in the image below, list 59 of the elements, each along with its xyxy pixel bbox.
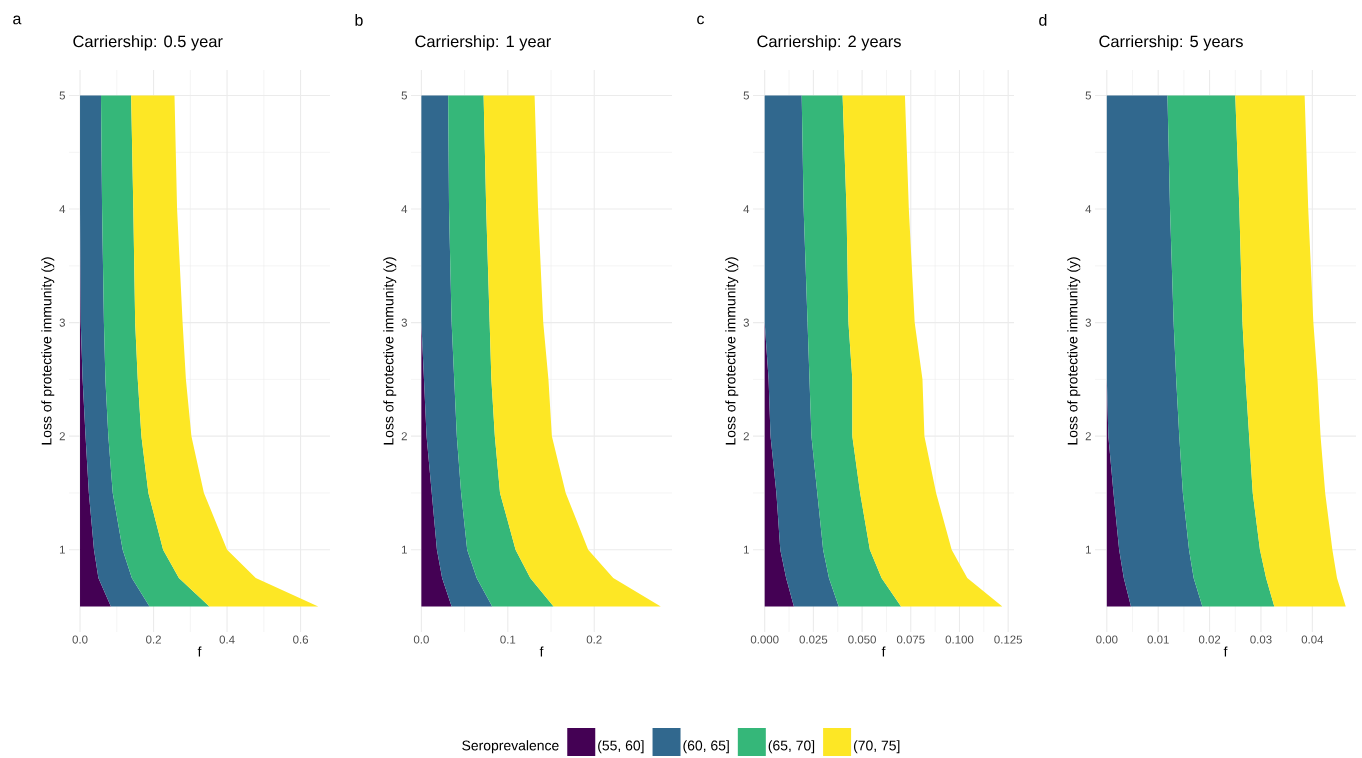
y-tick-label: 3 bbox=[1085, 318, 1091, 327]
x-axis-title: f bbox=[539, 646, 544, 657]
x-tick-label: 0.050 bbox=[848, 635, 876, 644]
text: b bbox=[355, 14, 363, 26]
y-tick-label: 5 bbox=[743, 91, 750, 100]
x-tick-label: 0.0 bbox=[413, 635, 429, 644]
y-tick-label: 4 bbox=[59, 205, 66, 214]
x-tick-label: 0.03 bbox=[1250, 635, 1272, 644]
x-tick-label: 0.01 bbox=[1147, 635, 1169, 644]
x-tick-label: 0.2 bbox=[586, 635, 602, 644]
y-tick-label: 2 bbox=[59, 432, 65, 441]
x-axis-title: f bbox=[197, 646, 202, 657]
y-tick-label: 2 bbox=[1085, 432, 1091, 441]
x-tick-label: 0.6 bbox=[293, 635, 309, 644]
chart-title: Carriership: 5 years bbox=[1099, 35, 1243, 51]
y-axis-title: Loss of protective immunity (y) bbox=[725, 257, 739, 445]
x-tick-label: 0.1 bbox=[500, 635, 516, 644]
y-tick-label: 2 bbox=[401, 432, 407, 441]
y-tick-label: 3 bbox=[59, 318, 65, 327]
y-tick-label: 5 bbox=[401, 91, 407, 100]
x-axis-title: f bbox=[881, 646, 886, 657]
y-tick-label: 1 bbox=[401, 545, 407, 554]
x-axis-title: f bbox=[1223, 646, 1228, 657]
y-tick-label: 4 bbox=[743, 205, 750, 214]
x-tick-label: 0.125 bbox=[994, 635, 1023, 644]
text: d bbox=[1039, 14, 1047, 26]
y-tick-label: 1 bbox=[59, 545, 65, 554]
text: a bbox=[13, 15, 22, 25]
x-tick-label: 0.075 bbox=[896, 635, 925, 644]
x-tick-label: 0.4 bbox=[219, 635, 235, 644]
legend-label: (65, 70] bbox=[768, 740, 815, 754]
y-tick-label: 5 bbox=[59, 91, 65, 100]
legend-label: (55, 60] bbox=[598, 740, 644, 754]
x-tick-label: 0.000 bbox=[750, 635, 779, 644]
y-tick-label: 5 bbox=[1085, 91, 1092, 100]
y-tick-label: 3 bbox=[401, 318, 407, 327]
x-tick-label: 0.100 bbox=[945, 635, 974, 644]
x-tick-label: 0.0 bbox=[72, 635, 88, 644]
y-tick-label: 2 bbox=[743, 432, 749, 441]
x-tick-label: 0.00 bbox=[1096, 635, 1118, 644]
x-tick-label: 0.2 bbox=[146, 635, 161, 644]
chart-title: Carriership: 2 years bbox=[757, 35, 901, 51]
y-tick-label: 1 bbox=[1086, 545, 1091, 554]
chart-title: Carriership: 0.5 year bbox=[73, 35, 223, 51]
legend-label: (70, 75] bbox=[853, 740, 900, 754]
x-tick-label: 0.04 bbox=[1301, 635, 1324, 644]
legend-title: Seroprevalence bbox=[462, 740, 559, 754]
y-tick-label: 4 bbox=[401, 205, 408, 214]
chart-title: Carriership: 1 year bbox=[415, 35, 551, 51]
y-axis-title: Loss of protective immunity (y) bbox=[383, 257, 397, 445]
y-tick-label: 1 bbox=[743, 545, 749, 554]
legend-label: (60, 65] bbox=[683, 740, 729, 754]
y-axis-title: Loss of protective immunity (y) bbox=[41, 257, 55, 445]
x-tick-label: 0.02 bbox=[1198, 635, 1221, 644]
x-tick-label: 0.025 bbox=[799, 635, 828, 644]
y-axis-title: Loss of protective immunity (y) bbox=[1067, 257, 1081, 445]
y-tick-label: 3 bbox=[743, 318, 749, 327]
y-tick-label: 4 bbox=[1085, 205, 1092, 214]
text: c bbox=[697, 15, 705, 25]
